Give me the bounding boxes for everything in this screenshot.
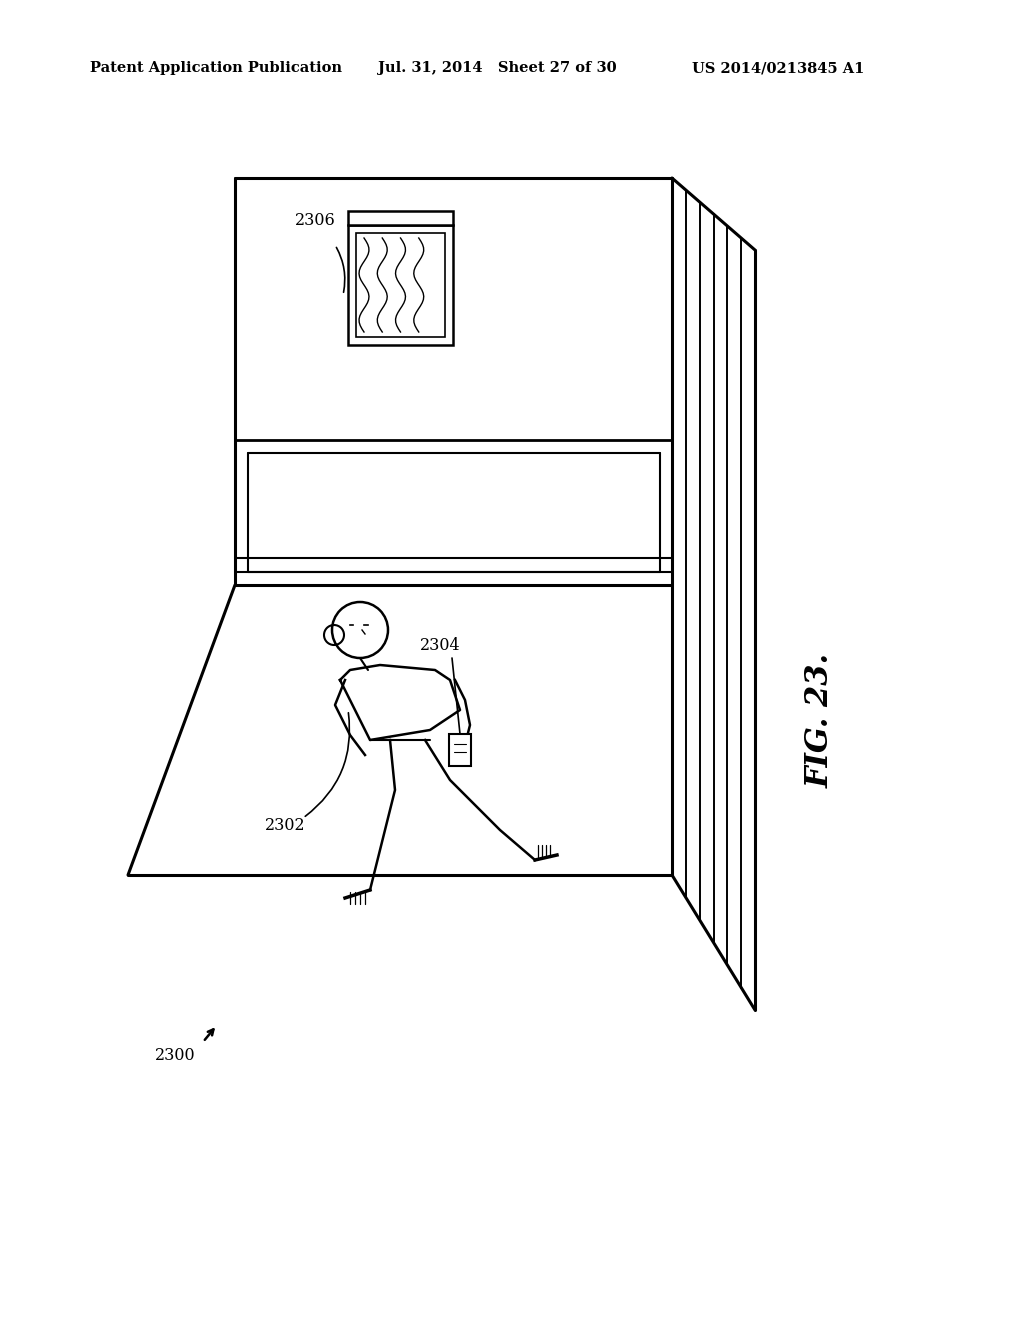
Text: FIG. 23.: FIG. 23. — [805, 652, 836, 788]
Bar — [449, 734, 471, 766]
Text: 2306: 2306 — [295, 213, 336, 228]
Text: Jul. 31, 2014   Sheet 27 of 30: Jul. 31, 2014 Sheet 27 of 30 — [378, 61, 616, 75]
Text: US 2014/0213845 A1: US 2014/0213845 A1 — [692, 61, 864, 75]
Bar — [348, 224, 453, 345]
Bar — [356, 234, 445, 337]
Text: Patent Application Publication: Patent Application Publication — [90, 61, 342, 75]
Text: 2304: 2304 — [420, 638, 461, 653]
Bar — [348, 211, 453, 224]
Text: 2302: 2302 — [265, 817, 305, 834]
Text: 2300: 2300 — [155, 1047, 196, 1064]
Polygon shape — [340, 665, 460, 741]
